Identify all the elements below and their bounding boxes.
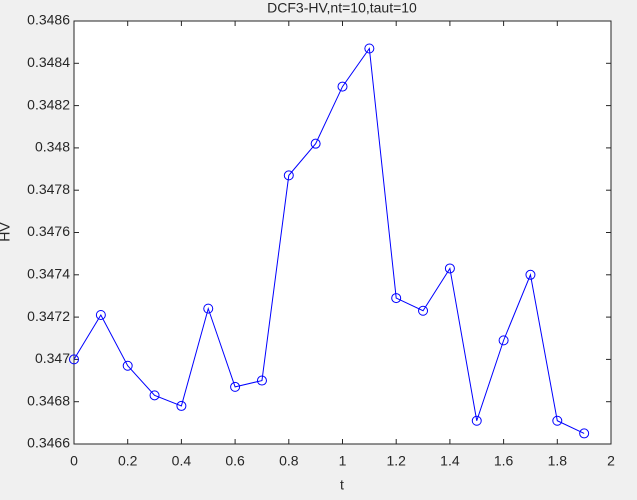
data-point [69,354,79,365]
x-tick-label: 1.6 [494,453,514,469]
y-tick-label: 0.3478 [27,181,70,197]
x-tick-label: 0.4 [172,453,192,469]
data-point [579,428,590,439]
data-point [364,43,375,54]
chart-title: DCF3-HV,nt=10,taut=10 [267,0,417,16]
y-tick-label: 0.347 [35,350,70,366]
data-point [256,375,267,386]
x-tick-label: 1.2 [386,453,406,469]
y-tick-label: 0.3486 [27,12,70,28]
y-tick-label: 0.3466 [27,435,70,451]
data-point [283,170,294,181]
y-tick-label: 0.3482 [27,96,70,112]
x-tick-label: 0 [70,453,78,469]
data-point [149,390,160,401]
data-point [444,263,455,274]
data-point [337,81,348,92]
data-point [391,293,402,304]
x-axis-label: t [340,477,344,493]
data-point [203,303,214,314]
x-tick-label: 2 [607,453,615,469]
data-point [552,415,563,426]
data-point [498,335,509,346]
y-tick-label: 0.3476 [27,223,70,239]
data-point [525,269,536,280]
y-tick-label: 0.3484 [27,54,70,70]
data-point [230,381,241,392]
data-point [122,360,133,371]
x-tick-label: 1.4 [440,453,460,469]
data-point [176,400,187,411]
x-tick-label: 0.2 [118,453,138,469]
y-tick-label: 0.348 [35,139,70,155]
y-tick-label: 0.3474 [27,266,70,282]
data-point [471,415,482,426]
y-axis-label: HV [0,222,13,242]
plot-area [73,20,612,445]
x-tick-label: 1.8 [548,453,568,469]
x-tick-label: 0.6 [225,453,245,469]
data-point [95,309,106,320]
x-tick-label: 0.8 [279,453,299,469]
data-point [310,138,321,149]
y-tick-label: 0.3468 [27,392,70,408]
y-tick-label: 0.3472 [27,308,70,324]
data-point [418,305,429,316]
x-tick-label: 1 [339,453,347,469]
